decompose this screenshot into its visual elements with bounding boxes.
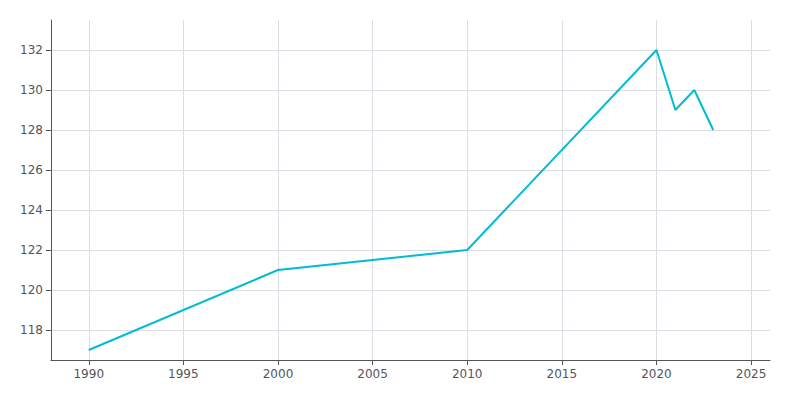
svg-text:118: 118: [20, 323, 43, 337]
svg-text:2015: 2015: [547, 367, 578, 381]
svg-text:120: 120: [20, 283, 43, 297]
svg-text:2010: 2010: [452, 367, 483, 381]
svg-text:2005: 2005: [357, 367, 388, 381]
svg-text:130: 130: [20, 83, 43, 97]
svg-text:2000: 2000: [263, 367, 294, 381]
svg-text:132: 132: [20, 43, 43, 57]
svg-text:2020: 2020: [641, 367, 672, 381]
svg-text:128: 128: [20, 123, 43, 137]
svg-text:126: 126: [20, 163, 43, 177]
svg-text:1995: 1995: [168, 367, 199, 381]
svg-text:124: 124: [20, 203, 43, 217]
svg-text:2025: 2025: [736, 367, 767, 381]
svg-text:1990: 1990: [73, 367, 104, 381]
svg-text:122: 122: [20, 243, 43, 257]
